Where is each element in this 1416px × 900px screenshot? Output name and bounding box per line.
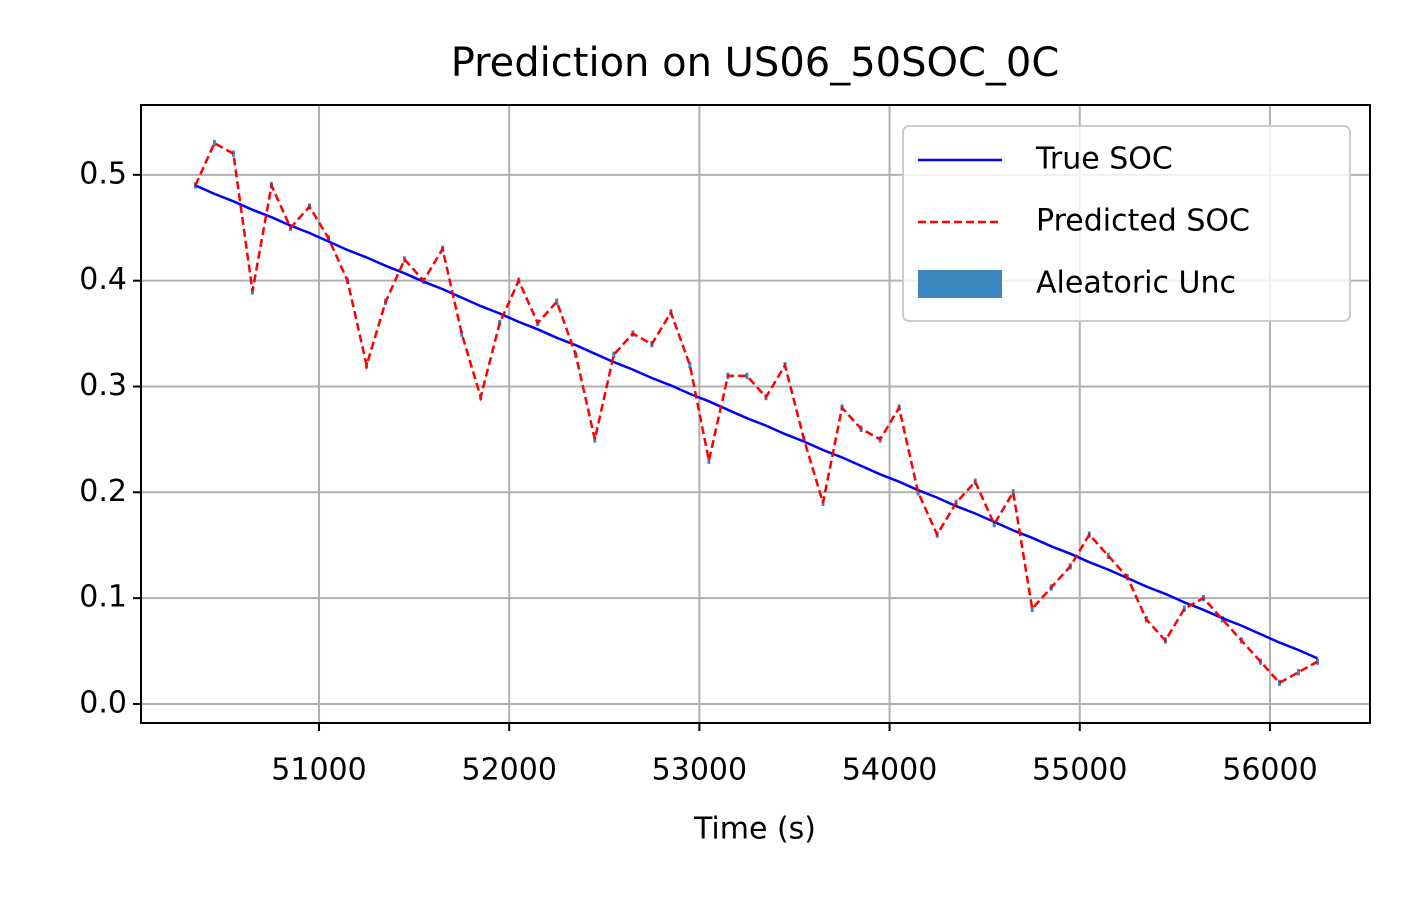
x-tick-label: 51000 — [271, 753, 366, 788]
y-tick-label: 0.3 — [79, 368, 127, 403]
legend-label: Aleatoric Unc — [1036, 266, 1236, 301]
plot-frame — [140, 104, 1371, 724]
x-tick-label: 56000 — [1222, 753, 1317, 788]
x-tick-label: 55000 — [1032, 753, 1127, 788]
y-tick-label: 0.4 — [79, 262, 127, 297]
chart-title: Prediction on US06_50SOC_0C — [451, 40, 1060, 86]
y-tick-label: 0.0 — [79, 685, 127, 720]
x-tick-label: 52000 — [461, 753, 556, 788]
y-tick-label: 0.5 — [79, 156, 127, 191]
y-tick-label: 0.2 — [79, 474, 127, 509]
series-line — [194, 184, 1319, 660]
x-tick-label: 53000 — [652, 753, 747, 788]
x-tick-label: 54000 — [842, 753, 937, 788]
x-axis-label: Time (s) — [693, 812, 816, 847]
legend-swatch — [918, 270, 1002, 298]
legend-label: True SOC — [1035, 142, 1173, 177]
legend-box — [902, 125, 1351, 322]
series-line — [194, 141, 1319, 685]
legend-label: Predicted SOC — [1036, 204, 1250, 239]
y-tick-label: 0.1 — [79, 580, 127, 615]
